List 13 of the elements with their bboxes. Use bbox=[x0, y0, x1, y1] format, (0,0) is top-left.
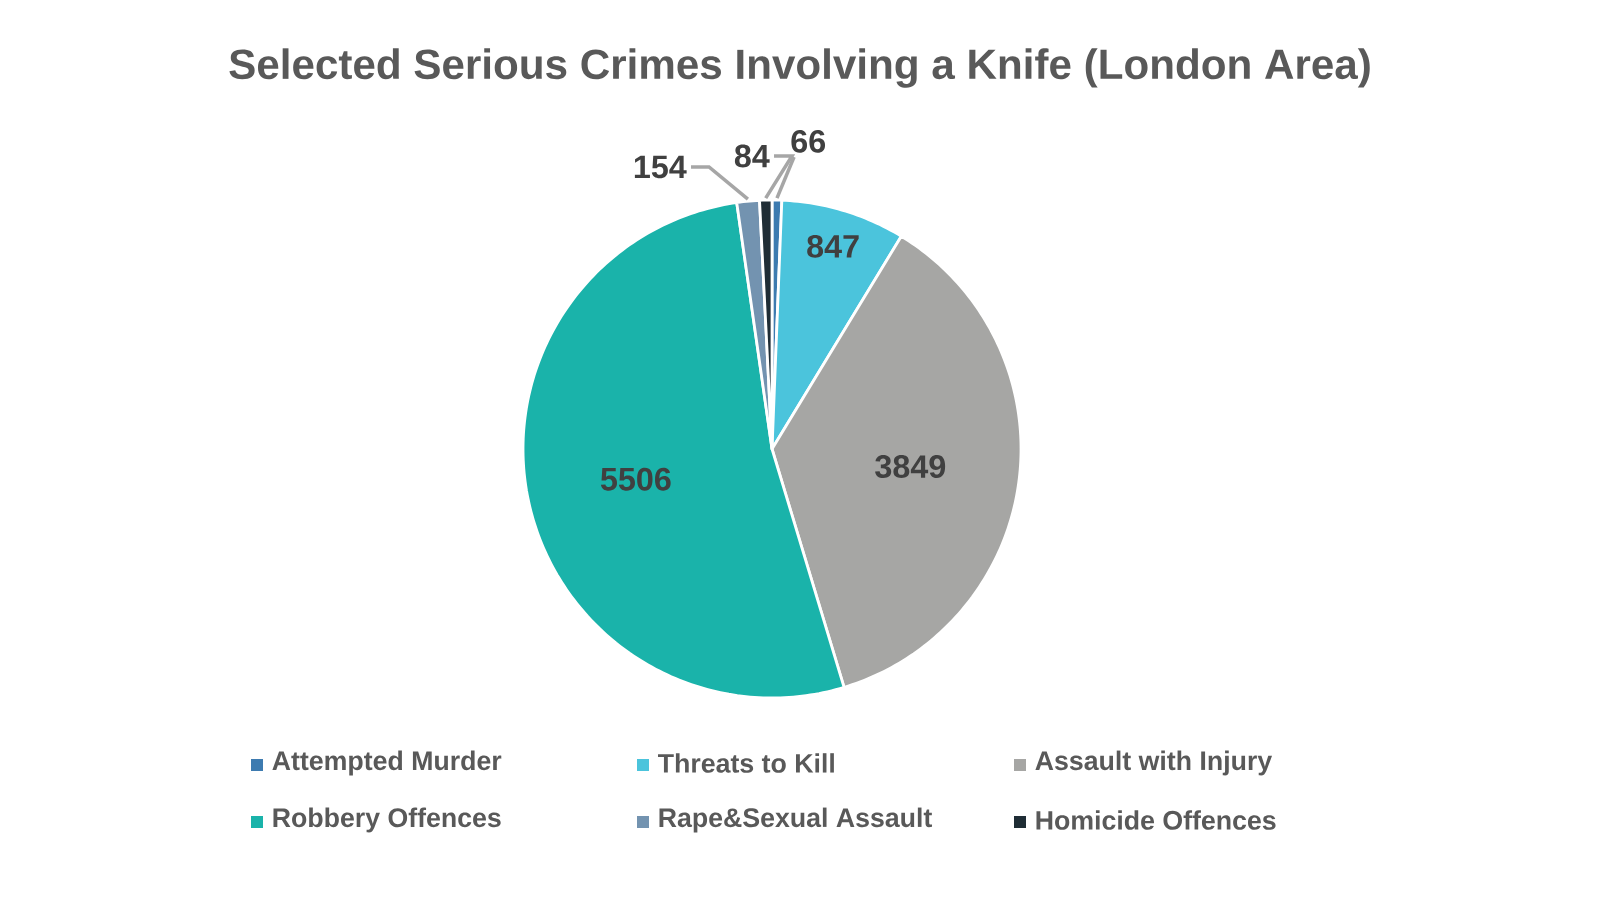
legend-label: Robbery Offences bbox=[273, 807, 501, 833]
legend-label: Assault with Injury bbox=[1035, 750, 1273, 776]
data-label: 847 bbox=[807, 234, 859, 258]
data-label: 3849 bbox=[875, 455, 946, 479]
chart-title: Selected Serious Crimes Involving a Knife (London Area) bbox=[229, 48, 1370, 88]
legend-label: Rape&Sexual Assault bbox=[659, 807, 933, 833]
legend-label: Threats to Kill bbox=[658, 753, 834, 773]
legend-label: Homicide Offences bbox=[1036, 810, 1276, 830]
data-label: 154 bbox=[634, 155, 687, 179]
legend-label: Attempted Murder bbox=[272, 750, 502, 776]
data-label: 5506 bbox=[600, 467, 671, 491]
data-label: 84 bbox=[734, 144, 770, 168]
data-label: 66 bbox=[791, 129, 826, 153]
